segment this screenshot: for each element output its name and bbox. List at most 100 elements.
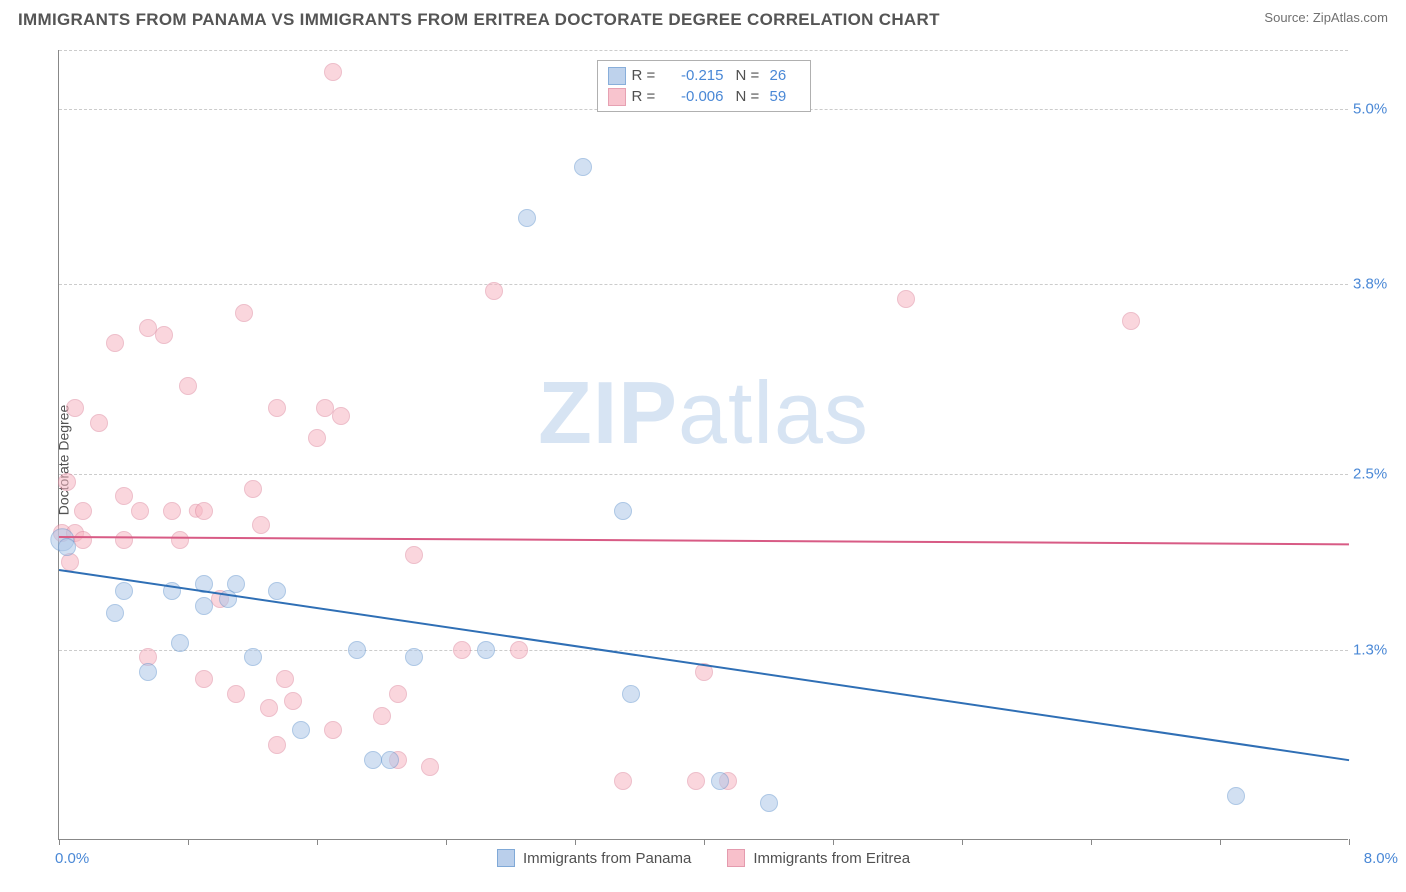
n-value: 59: [770, 86, 800, 107]
data-point: [235, 304, 253, 322]
data-point: [106, 334, 124, 352]
gridline: [59, 50, 1348, 51]
trend-line: [59, 536, 1349, 545]
source-attribution: Source: ZipAtlas.com: [1264, 10, 1388, 25]
data-point: [477, 641, 495, 659]
r-label: R =: [632, 65, 660, 86]
data-point: [308, 429, 326, 447]
data-point: [614, 502, 632, 520]
data-point: [227, 575, 245, 593]
data-point: [292, 721, 310, 739]
data-point: [171, 531, 189, 549]
data-point: [622, 685, 640, 703]
x-tick-mark: [1091, 839, 1092, 845]
x-tick-mark: [188, 839, 189, 845]
data-point: [115, 487, 133, 505]
data-point: [324, 721, 342, 739]
chart-container: Doctorate Degree ZIPatlas R =-0.215N =26…: [18, 40, 1388, 880]
data-point: [268, 582, 286, 600]
data-point: [897, 290, 915, 308]
data-point: [687, 772, 705, 790]
x-tick-mark: [317, 839, 318, 845]
legend-label: Immigrants from Panama: [523, 850, 691, 867]
gridline: [59, 284, 1348, 285]
page-title: IMMIGRANTS FROM PANAMA VS IMMIGRANTS FRO…: [18, 10, 940, 30]
y-tick-label: 5.0%: [1353, 100, 1403, 117]
data-point: [115, 531, 133, 549]
data-point: [244, 648, 262, 666]
legend-item: Immigrants from Eritrea: [727, 849, 910, 867]
data-point: [171, 634, 189, 652]
x-min-label: 0.0%: [55, 850, 89, 867]
data-point: [66, 399, 84, 417]
x-tick-mark: [1349, 839, 1350, 845]
y-tick-label: 3.8%: [1353, 276, 1403, 293]
data-point: [284, 692, 302, 710]
x-tick-mark: [962, 839, 963, 845]
data-point: [324, 63, 342, 81]
data-point: [276, 670, 294, 688]
legend-swatch: [608, 67, 626, 85]
data-point: [711, 772, 729, 790]
r-value: -0.215: [666, 65, 724, 86]
x-tick-mark: [59, 839, 60, 845]
data-point: [252, 516, 270, 534]
data-point: [195, 597, 213, 615]
n-value: 26: [770, 65, 800, 86]
data-point: [421, 758, 439, 776]
x-max-label: 8.0%: [1364, 850, 1398, 867]
legend-stat-row: R =-0.006N =59: [608, 86, 800, 107]
y-tick-label: 2.5%: [1353, 466, 1403, 483]
data-point: [485, 282, 503, 300]
data-point: [453, 641, 471, 659]
data-point: [405, 546, 423, 564]
series-legend: Immigrants from Panama Immigrants from Er…: [59, 849, 1348, 867]
data-point: [139, 663, 157, 681]
data-point: [227, 685, 245, 703]
data-point: [1227, 787, 1245, 805]
data-point: [131, 502, 149, 520]
legend-item: Immigrants from Panama: [497, 849, 691, 867]
legend-swatch: [608, 88, 626, 106]
data-point: [268, 736, 286, 754]
legend-stat-row: R =-0.215N =26: [608, 65, 800, 86]
data-point: [163, 502, 181, 520]
data-point: [106, 604, 124, 622]
x-tick-mark: [575, 839, 576, 845]
data-point: [389, 685, 407, 703]
data-point: [58, 473, 76, 491]
r-label: R =: [632, 86, 660, 107]
data-point: [58, 538, 76, 556]
data-point: [348, 641, 366, 659]
data-point: [155, 326, 173, 344]
data-point: [74, 531, 92, 549]
data-point: [179, 377, 197, 395]
x-tick-mark: [833, 839, 834, 845]
data-point: [244, 480, 262, 498]
data-point: [115, 582, 133, 600]
data-point: [90, 414, 108, 432]
data-point: [574, 158, 592, 176]
watermark: ZIPatlas: [538, 362, 869, 464]
x-tick-mark: [446, 839, 447, 845]
y-tick-label: 1.3%: [1353, 641, 1403, 658]
data-point: [614, 772, 632, 790]
data-point: [510, 641, 528, 659]
data-point: [518, 209, 536, 227]
data-point: [268, 399, 286, 417]
data-point: [74, 502, 92, 520]
r-value: -0.006: [666, 86, 724, 107]
data-point: [381, 751, 399, 769]
scatter-plot: ZIPatlas R =-0.215N =26R =-0.006N =59 Im…: [58, 50, 1348, 840]
x-tick-mark: [1220, 839, 1221, 845]
data-point: [405, 648, 423, 666]
data-point: [373, 707, 391, 725]
legend-swatch: [727, 849, 745, 867]
data-point: [332, 407, 350, 425]
data-point: [1122, 312, 1140, 330]
source-link[interactable]: ZipAtlas.com: [1313, 10, 1388, 25]
x-tick-mark: [704, 839, 705, 845]
legend-label: Immigrants from Eritrea: [753, 850, 910, 867]
correlation-legend: R =-0.215N =26R =-0.006N =59: [597, 60, 811, 112]
data-point: [195, 670, 213, 688]
